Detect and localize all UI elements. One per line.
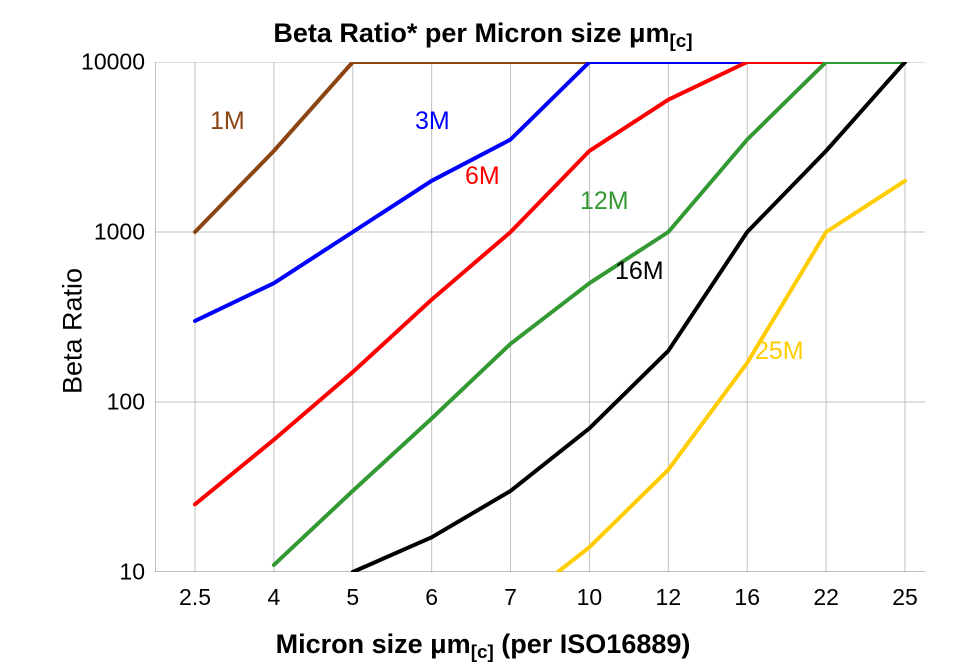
x-tick-label: 12 (656, 584, 682, 611)
plot-svg (155, 62, 925, 572)
series-line-25M (558, 181, 905, 572)
y-tick-label: 10000 (81, 49, 145, 76)
series-line-16M (353, 62, 905, 572)
y-tick-label: 100 (107, 389, 145, 416)
x-tick-label: 25 (892, 584, 918, 611)
x-tick-label: 5 (346, 584, 359, 611)
y-tick-label: 1000 (94, 219, 145, 246)
y-tick-label: 10 (119, 559, 145, 586)
x-axis-title: Micron size μm[c] (per ISO16889) (0, 629, 966, 660)
x-tick-label: 10 (577, 584, 603, 611)
x-tick-label: 7 (504, 584, 517, 611)
x-tick-label: 2.5 (179, 584, 211, 611)
x-tick-label: 6 (425, 584, 438, 611)
y-axis-title: Beta Ratio (58, 268, 89, 394)
chart-title: Beta Ratio* per Micron size μm[c] (0, 18, 966, 49)
plot-area: 1M3M6M12M16M25M (155, 62, 925, 572)
beta-ratio-chart: Beta Ratio* per Micron size μm[c] Beta R… (0, 0, 966, 662)
x-tick-label: 22 (813, 584, 839, 611)
x-tick-label: 4 (267, 584, 280, 611)
x-tick-label: 16 (734, 584, 760, 611)
series-line-6M (195, 62, 905, 504)
